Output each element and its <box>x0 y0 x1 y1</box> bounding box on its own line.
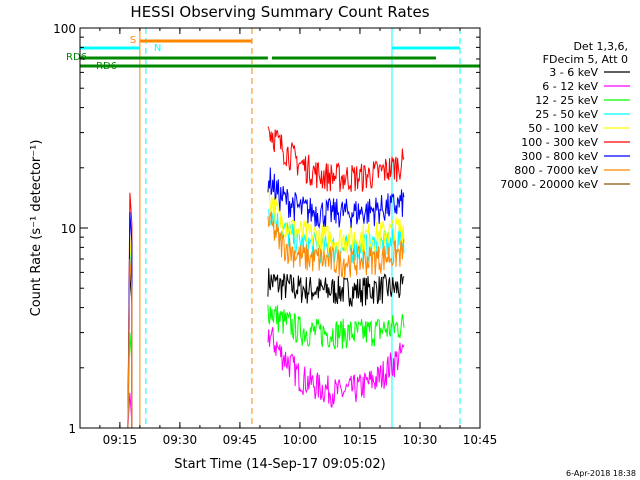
x-axis-label: Start Time (14-Sep-17 09:05:02) <box>174 457 385 472</box>
x-tick-label-1: 09:30 <box>163 433 198 447</box>
axes-layer: 09:15 09:30 09:45 10:00 10:15 10:30 10:45 1 10 10… <box>53 22 497 447</box>
x-tick-label-6: 10:45 <box>463 433 498 447</box>
annotation-label-4: RD6 <box>96 61 117 72</box>
y-tick-label-1: 10 <box>61 222 76 236</box>
series-line-2 <box>267 304 405 350</box>
legend-label-3: 25 - 50 keV <box>535 108 598 121</box>
y-tick-label-0: 1 <box>68 422 76 436</box>
y-axis-label: Count Rate (s⁻¹ detector⁻¹) <box>29 140 44 317</box>
legend-label-0: 3 - 6 keV <box>549 66 598 79</box>
legend-label-8: 7000 - 20000 keV <box>500 178 598 191</box>
x-tick-label-5: 10:30 <box>403 433 438 447</box>
y-tick-label-2: 100 <box>53 22 76 36</box>
legend-header-1: FDecim 5, Att 0 <box>543 53 628 66</box>
legend-label-5: 100 - 300 keV <box>521 136 598 149</box>
legend-label-2: 12 - 25 keV <box>535 94 598 107</box>
footer-date: 6-Apr-2018 18:38 <box>566 469 636 478</box>
legend-label-6: 300 - 800 keV <box>521 150 598 163</box>
series-spike-7 <box>127 258 133 429</box>
series-line-4 <box>267 185 405 256</box>
series-line-6 <box>267 167 405 230</box>
legend-label-7: 800 - 7000 keV <box>514 164 598 177</box>
series-line-0 <box>267 268 405 307</box>
annotation-label-1: N <box>154 43 161 54</box>
series-line-1 <box>267 327 405 408</box>
x-tick-label-4: 10:15 <box>343 433 378 447</box>
data-layer: S N RD6 RD6 <box>66 28 480 429</box>
chart-title: HESSI Observing Summary Count Rates <box>130 3 429 21</box>
annotation-label-0: S <box>130 35 136 46</box>
series-line-5 <box>267 126 405 192</box>
legend-header-0: Det 1,3,6, <box>573 40 628 53</box>
x-tick-label-2: 09:45 <box>223 433 258 447</box>
series-line-7 <box>267 211 405 278</box>
annotation-label-3: RD6 <box>66 52 87 63</box>
x-tick-label-0: 09:15 <box>103 433 138 447</box>
legend-label-4: 50 - 100 keV <box>528 122 598 135</box>
x-tick-label-3: 10:00 <box>283 433 318 447</box>
legend-label-1: 6 - 12 keV <box>542 80 598 93</box>
